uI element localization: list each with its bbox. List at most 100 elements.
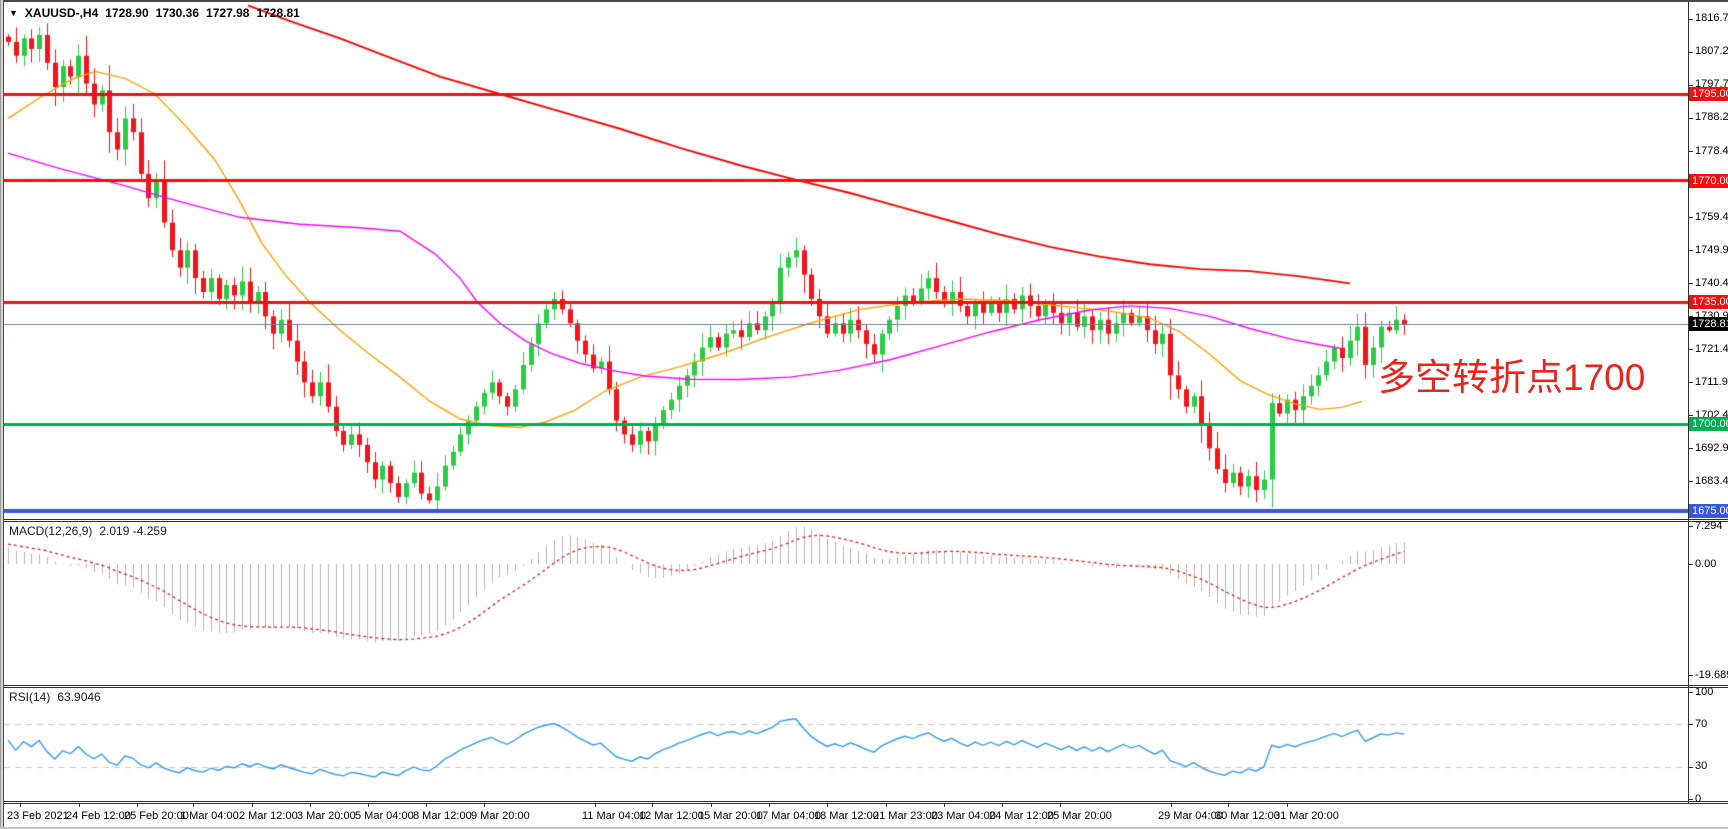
- time-tick: [1228, 803, 1229, 807]
- macd-tick: [1689, 526, 1693, 527]
- macd-panel-canvas[interactable]: [0, 521, 1688, 687]
- price-axis-label: 1816.70: [1695, 12, 1728, 24]
- time-tick: [652, 803, 653, 807]
- price-axis[interactable]: 1816.701807.201797.701788.201778.451768.…: [1688, 0, 1728, 829]
- price-tick: [1689, 481, 1693, 482]
- time-tick: [944, 803, 945, 807]
- time-axis-label: 12 Mar 12:00: [639, 810, 704, 822]
- time-axis-label: 11 Mar 04:00: [582, 810, 647, 822]
- price-tick: [1689, 52, 1693, 53]
- price-tick: [1689, 316, 1693, 317]
- macd-axis-label: 7.294: [1695, 519, 1723, 532]
- window-left-edge: [0, 0, 1, 829]
- time-tick: [711, 803, 712, 807]
- time-tick: [79, 803, 80, 807]
- time-axis[interactable]: 23 Feb 2021 24 Feb 12:00 25 Feb 20:00 1 Mar…: [0, 803, 1728, 829]
- annotation-text[interactable]: 多空转折点1700: [1378, 357, 1646, 398]
- time-tick: [252, 803, 253, 807]
- price-tick: [1689, 250, 1693, 251]
- time-tick: [827, 803, 828, 807]
- time-axis-label: 24 Feb 12:00: [66, 810, 131, 822]
- window-left-edge: [1, 0, 3, 829]
- rsi-indicator-label: RSI(14) 63.9046: [9, 690, 101, 704]
- time-tick: [886, 803, 887, 807]
- time-axis-label: 2 Mar 12:00: [239, 810, 298, 822]
- time-tick: [368, 803, 369, 807]
- time-tick: [137, 803, 138, 807]
- time-axis-label: 30 Mar 12:00: [1215, 810, 1280, 822]
- price-tick: [1689, 415, 1693, 416]
- price-axis-label: 1692.95: [1695, 442, 1728, 454]
- ohlc-open: 1728.90: [105, 6, 149, 20]
- time-tick: [484, 803, 485, 807]
- price-axis-label: 1788.20: [1695, 111, 1728, 123]
- rsi-axis-label: 70: [1695, 718, 1708, 730]
- price-tick: [1689, 118, 1693, 119]
- time-axis-label: 5 Mar 04:00: [355, 810, 414, 822]
- price-tick: [1689, 448, 1693, 449]
- time-tick: [426, 803, 427, 807]
- panel-separator: [0, 801, 1728, 802]
- price-axis-label: 1749.95: [1695, 244, 1728, 256]
- price-tick: [1689, 349, 1693, 350]
- time-tick: [1171, 803, 1172, 807]
- time-tick: [1002, 803, 1003, 807]
- price-tick: [1689, 85, 1693, 86]
- macd-name: MACD(12,26,9): [9, 524, 93, 538]
- window-bottom-edge: [0, 827, 1728, 829]
- time-tick: [1287, 803, 1288, 807]
- rsi-tick: [1689, 767, 1693, 768]
- time-axis-label: 8 Mar 12:00: [413, 810, 472, 822]
- time-axis-label: 3 Mar 20:00: [297, 810, 356, 822]
- time-tick: [193, 803, 194, 807]
- symbol-period-label: XAUUSD-,H4: [24, 6, 99, 20]
- time-axis-label: 25 Feb 20:00: [124, 810, 189, 822]
- time-axis-label: 23 Mar 04:00: [931, 810, 996, 822]
- price-axis-label: 1683.45: [1695, 475, 1728, 487]
- price-tick: [1689, 283, 1693, 284]
- time-axis-label: 17 Mar 04:00: [756, 810, 821, 822]
- time-axis-label: 23 Feb 2021: [7, 810, 69, 822]
- price-axis-label: 1740.45: [1695, 277, 1728, 289]
- current-price-badge: 1728.81: [1689, 317, 1728, 331]
- rsi-tick: [1689, 724, 1693, 725]
- price-tick: [1689, 151, 1693, 152]
- time-tick: [769, 803, 770, 807]
- rsi-tick: [1689, 799, 1693, 800]
- rsi-axis-label: 0: [1695, 793, 1702, 805]
- main-chart-canvas[interactable]: [0, 0, 1688, 521]
- chevron-down-icon[interactable]: ▼: [9, 8, 18, 18]
- time-tick: [20, 803, 21, 807]
- price-level-badge: 1700.00: [1689, 417, 1728, 431]
- time-axis-label: 15 Mar 20:00: [698, 810, 763, 822]
- price-tick: [1689, 19, 1693, 20]
- price-axis-label: 1711.95: [1695, 376, 1728, 388]
- time-tick: [595, 803, 596, 807]
- panel-separator: [0, 519, 1728, 520]
- time-axis-label: 18 Mar 12:00: [814, 810, 879, 822]
- panel-separator: [0, 803, 1728, 804]
- price-level-badge: 1770.00: [1689, 174, 1728, 188]
- ohlc-low: 1727.98: [206, 6, 250, 20]
- ohlc-high: 1730.36: [155, 6, 200, 20]
- rsi-value: 63.9046: [57, 690, 101, 704]
- rsi-panel-canvas[interactable]: [0, 687, 1688, 803]
- time-axis-label: 1 Mar 04:00: [180, 810, 239, 822]
- rsi-name: RSI(14): [9, 690, 51, 704]
- panel-separator: [0, 687, 1728, 688]
- price-tick: [1689, 382, 1693, 383]
- time-axis-label: 31 Mar 20:00: [1274, 810, 1339, 822]
- time-tick: [1060, 803, 1061, 807]
- price-axis-line: [1688, 2, 1689, 803]
- time-axis-label: 29 Mar 04:00: [1158, 810, 1223, 822]
- price-axis-label: 1778.45: [1695, 145, 1728, 157]
- ohlc-close: 1728.81: [256, 6, 300, 20]
- time-axis-label: 9 Mar 20:00: [471, 810, 530, 822]
- price-tick: [1689, 217, 1693, 218]
- chart-header: ▼ XAUUSD-,H4 1728.90 1730.36 1727.98 1728.8…: [9, 6, 300, 20]
- price-axis-label: 1807.20: [1695, 45, 1728, 57]
- panel-separator: [0, 685, 1728, 686]
- time-axis-label: 21 Mar 23:00: [873, 810, 938, 822]
- price-axis-label: 1759.45: [1695, 211, 1728, 223]
